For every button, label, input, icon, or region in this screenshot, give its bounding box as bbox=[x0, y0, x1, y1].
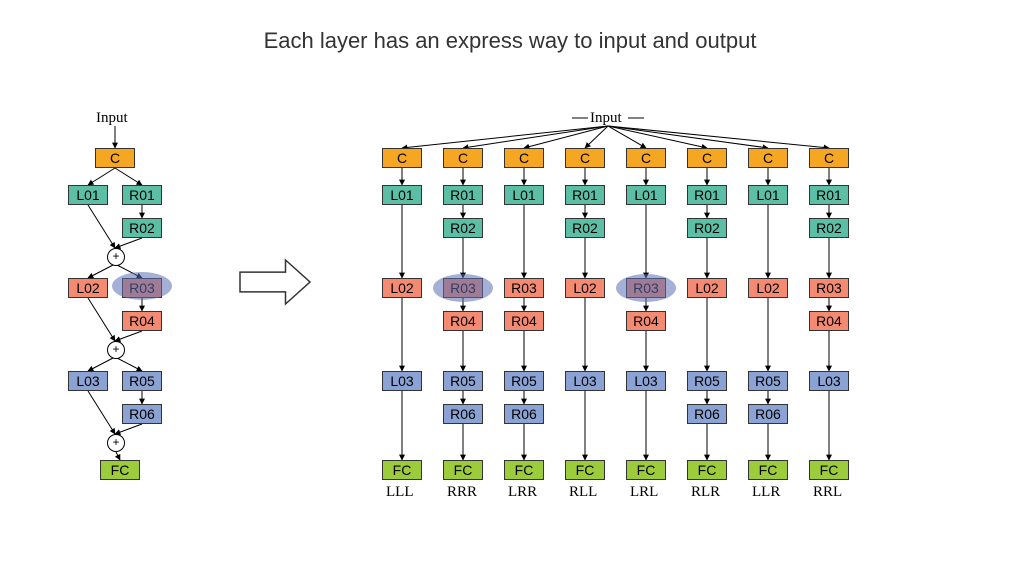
node-right-c-4: C bbox=[626, 148, 666, 168]
node-right-r05-1: R05 bbox=[443, 371, 483, 391]
node-right-r02-7: R02 bbox=[809, 218, 849, 238]
node-right-r06-1: R06 bbox=[443, 404, 483, 424]
node-right-r06-5: R06 bbox=[687, 404, 727, 424]
path-label-LLR: LLR bbox=[752, 484, 780, 501]
path-label-RLR: RLR bbox=[691, 484, 720, 501]
node-left-l02: L02 bbox=[68, 278, 108, 298]
node-left-l01: L01 bbox=[68, 185, 108, 205]
node-right-r02-3: R02 bbox=[565, 218, 605, 238]
node-right-l02-0: L02 bbox=[382, 278, 422, 298]
node-right-c-7: C bbox=[809, 148, 849, 168]
node-right-l02-3: L02 bbox=[565, 278, 605, 298]
right-input-label: Input bbox=[590, 110, 622, 127]
path-label-RRR: RRR bbox=[447, 484, 477, 501]
big-arrow-icon bbox=[240, 260, 310, 304]
node-left-l03: L03 bbox=[68, 371, 108, 391]
node-right-r03-2: R03 bbox=[504, 278, 544, 298]
node-left-r06: R06 bbox=[122, 404, 162, 424]
node-right-fc-6: FC bbox=[748, 460, 788, 480]
node-right-l03-7: L03 bbox=[809, 371, 849, 391]
plus-icon: + bbox=[107, 248, 125, 266]
node-right-l02-5: L02 bbox=[687, 278, 727, 298]
node-right-r05-5: R05 bbox=[687, 371, 727, 391]
node-right-r01-5: R01 bbox=[687, 185, 727, 205]
node-right-fc-2: FC bbox=[504, 460, 544, 480]
highlight-ellipse bbox=[616, 274, 676, 302]
node-right-r06-2: R06 bbox=[504, 404, 544, 424]
node-right-fc-1: FC bbox=[443, 460, 483, 480]
node-right-l01-6: L01 bbox=[748, 185, 788, 205]
node-right-l02-6: L02 bbox=[748, 278, 788, 298]
node-right-fc-5: FC bbox=[687, 460, 727, 480]
node-right-l03-4: L03 bbox=[626, 371, 666, 391]
node-right-l03-0: L03 bbox=[382, 371, 422, 391]
node-right-c-5: C bbox=[687, 148, 727, 168]
node-right-l01-2: L01 bbox=[504, 185, 544, 205]
node-right-l03-3: L03 bbox=[565, 371, 605, 391]
node-right-r01-1: R01 bbox=[443, 185, 483, 205]
node-right-r04-7: R04 bbox=[809, 311, 849, 331]
path-label-RRL: RRL bbox=[813, 484, 842, 501]
node-right-r03-7: R03 bbox=[809, 278, 849, 298]
plus-icon: + bbox=[107, 341, 125, 359]
left-input-label: Input bbox=[96, 110, 128, 127]
node-right-fc-7: FC bbox=[809, 460, 849, 480]
node-right-r04-2: R04 bbox=[504, 311, 544, 331]
node-left-r01: R01 bbox=[122, 185, 162, 205]
node-right-c-0: C bbox=[382, 148, 422, 168]
node-left-c: C bbox=[95, 148, 135, 168]
node-right-r05-2: R05 bbox=[504, 371, 544, 391]
node-right-c-2: C bbox=[504, 148, 544, 168]
node-right-r04-1: R04 bbox=[443, 311, 483, 331]
node-left-r04: R04 bbox=[122, 311, 162, 331]
path-label-LRR: LRR bbox=[508, 484, 537, 501]
node-right-l01-0: L01 bbox=[382, 185, 422, 205]
plus-icon: + bbox=[107, 434, 125, 452]
node-right-r06-6: R06 bbox=[748, 404, 788, 424]
page-title: Each layer has an express way to input a… bbox=[0, 28, 1020, 54]
node-right-r01-7: R01 bbox=[809, 185, 849, 205]
path-label-RLL: RLL bbox=[569, 484, 597, 501]
node-left-fc: FC bbox=[100, 460, 140, 480]
node-right-fc-3: FC bbox=[565, 460, 605, 480]
node-right-r04-4: R04 bbox=[626, 311, 666, 331]
node-left-r02: R02 bbox=[122, 218, 162, 238]
node-right-r05-6: R05 bbox=[748, 371, 788, 391]
node-left-r05: R05 bbox=[122, 371, 162, 391]
node-right-c-6: C bbox=[748, 148, 788, 168]
path-label-LRL: LRL bbox=[630, 484, 658, 501]
node-right-l01-4: L01 bbox=[626, 185, 666, 205]
node-right-r02-5: R02 bbox=[687, 218, 727, 238]
node-right-fc-0: FC bbox=[382, 460, 422, 480]
highlight-ellipse bbox=[433, 274, 493, 302]
highlight-ellipse bbox=[112, 272, 172, 300]
node-right-c-1: C bbox=[443, 148, 483, 168]
node-right-fc-4: FC bbox=[626, 460, 666, 480]
path-label-LLL: LLL bbox=[386, 484, 414, 501]
node-right-r02-1: R02 bbox=[443, 218, 483, 238]
node-right-c-3: C bbox=[565, 148, 605, 168]
node-right-r01-3: R01 bbox=[565, 185, 605, 205]
